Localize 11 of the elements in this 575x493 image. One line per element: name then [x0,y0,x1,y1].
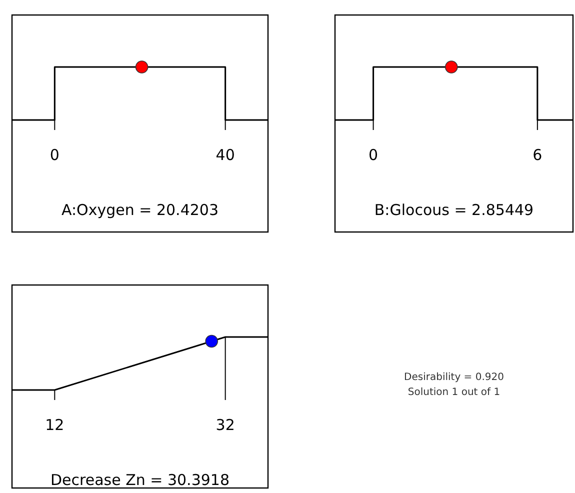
x-tick-label: 32 [216,416,235,434]
x-axis-title: A:Oxygen = 20.4203 [61,201,219,219]
text: Desirability = 0.920 [404,372,504,383]
x-tick-label: 0 [368,146,378,164]
x-tick-label: 6 [532,146,542,164]
x-tick-label: 12 [45,416,64,434]
x-axis-title: B:Glocous = 2.85449 [374,201,534,219]
text: Solution 1 out of 1 [408,387,500,398]
x-axis-title: Decrease Zn = 30.3918 [50,471,230,489]
x-tick-label: 0 [50,146,60,164]
x-tick-label: 40 [216,146,235,164]
